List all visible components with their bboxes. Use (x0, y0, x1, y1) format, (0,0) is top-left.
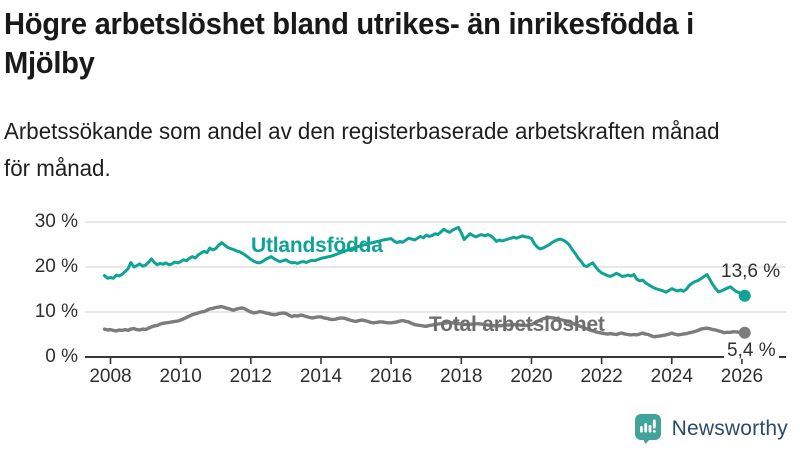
x-tick-label-2012: 2012 (229, 366, 272, 387)
newsworthy-wordmark: Newsworthy (671, 417, 788, 440)
utlandsfodda-line (103, 225, 747, 298)
newsworthy-logo: Newsworthy (634, 414, 788, 444)
total-arbetsloshet-end-dot (738, 326, 751, 339)
x-tick-label-2018: 2018 (440, 366, 483, 387)
chart-subtitle-line1: Arbetssökande som andel av den registerb… (4, 118, 720, 144)
y-tick-label-30: 30 % (34, 211, 78, 232)
x-tick-label-2008: 2008 (89, 366, 132, 387)
x-tick-label-2020: 2020 (510, 366, 553, 387)
x-tick-label-2016: 2016 (369, 366, 413, 387)
page-title: Högre arbetslöshet bland utrikes- än inr… (4, 4, 784, 82)
x-tick-label-2026: 2026 (720, 366, 764, 387)
x-tick-label-2022: 2022 (580, 366, 623, 387)
total-arbetsloshet-line (102, 304, 747, 339)
y-tick-label-10: 10 % (34, 301, 78, 322)
page-title-line2: Mjölby (4, 45, 95, 80)
series-label-total-arbetsloshet: Total arbetslöshet (429, 313, 605, 336)
bar-chart-speech-bubble-icon (634, 414, 661, 444)
y-tick-label-0: 0 % (45, 346, 78, 367)
series-label-utlandsfodda: Utlandsfödda (251, 234, 383, 257)
end-value-label-total-arbetsloshet: 5,4 % (724, 341, 779, 360)
utlandsfodda-end-dot (738, 289, 751, 302)
chart-subtitle: Arbetssökande som andel av den registerb… (4, 113, 799, 187)
x-tick-label-2010: 2010 (159, 366, 202, 387)
y-tick-label-20: 20 % (34, 256, 78, 277)
page-title-line1: Högre arbetslöshet bland utrikes- än inr… (4, 6, 694, 41)
x-tick-label-2014: 2014 (299, 366, 343, 387)
chart-subtitle-line2: för månad. (4, 155, 111, 181)
x-tick-label-2024: 2024 (650, 366, 693, 387)
end-value-label-utlandsfodda: 13,6 % (721, 261, 781, 282)
